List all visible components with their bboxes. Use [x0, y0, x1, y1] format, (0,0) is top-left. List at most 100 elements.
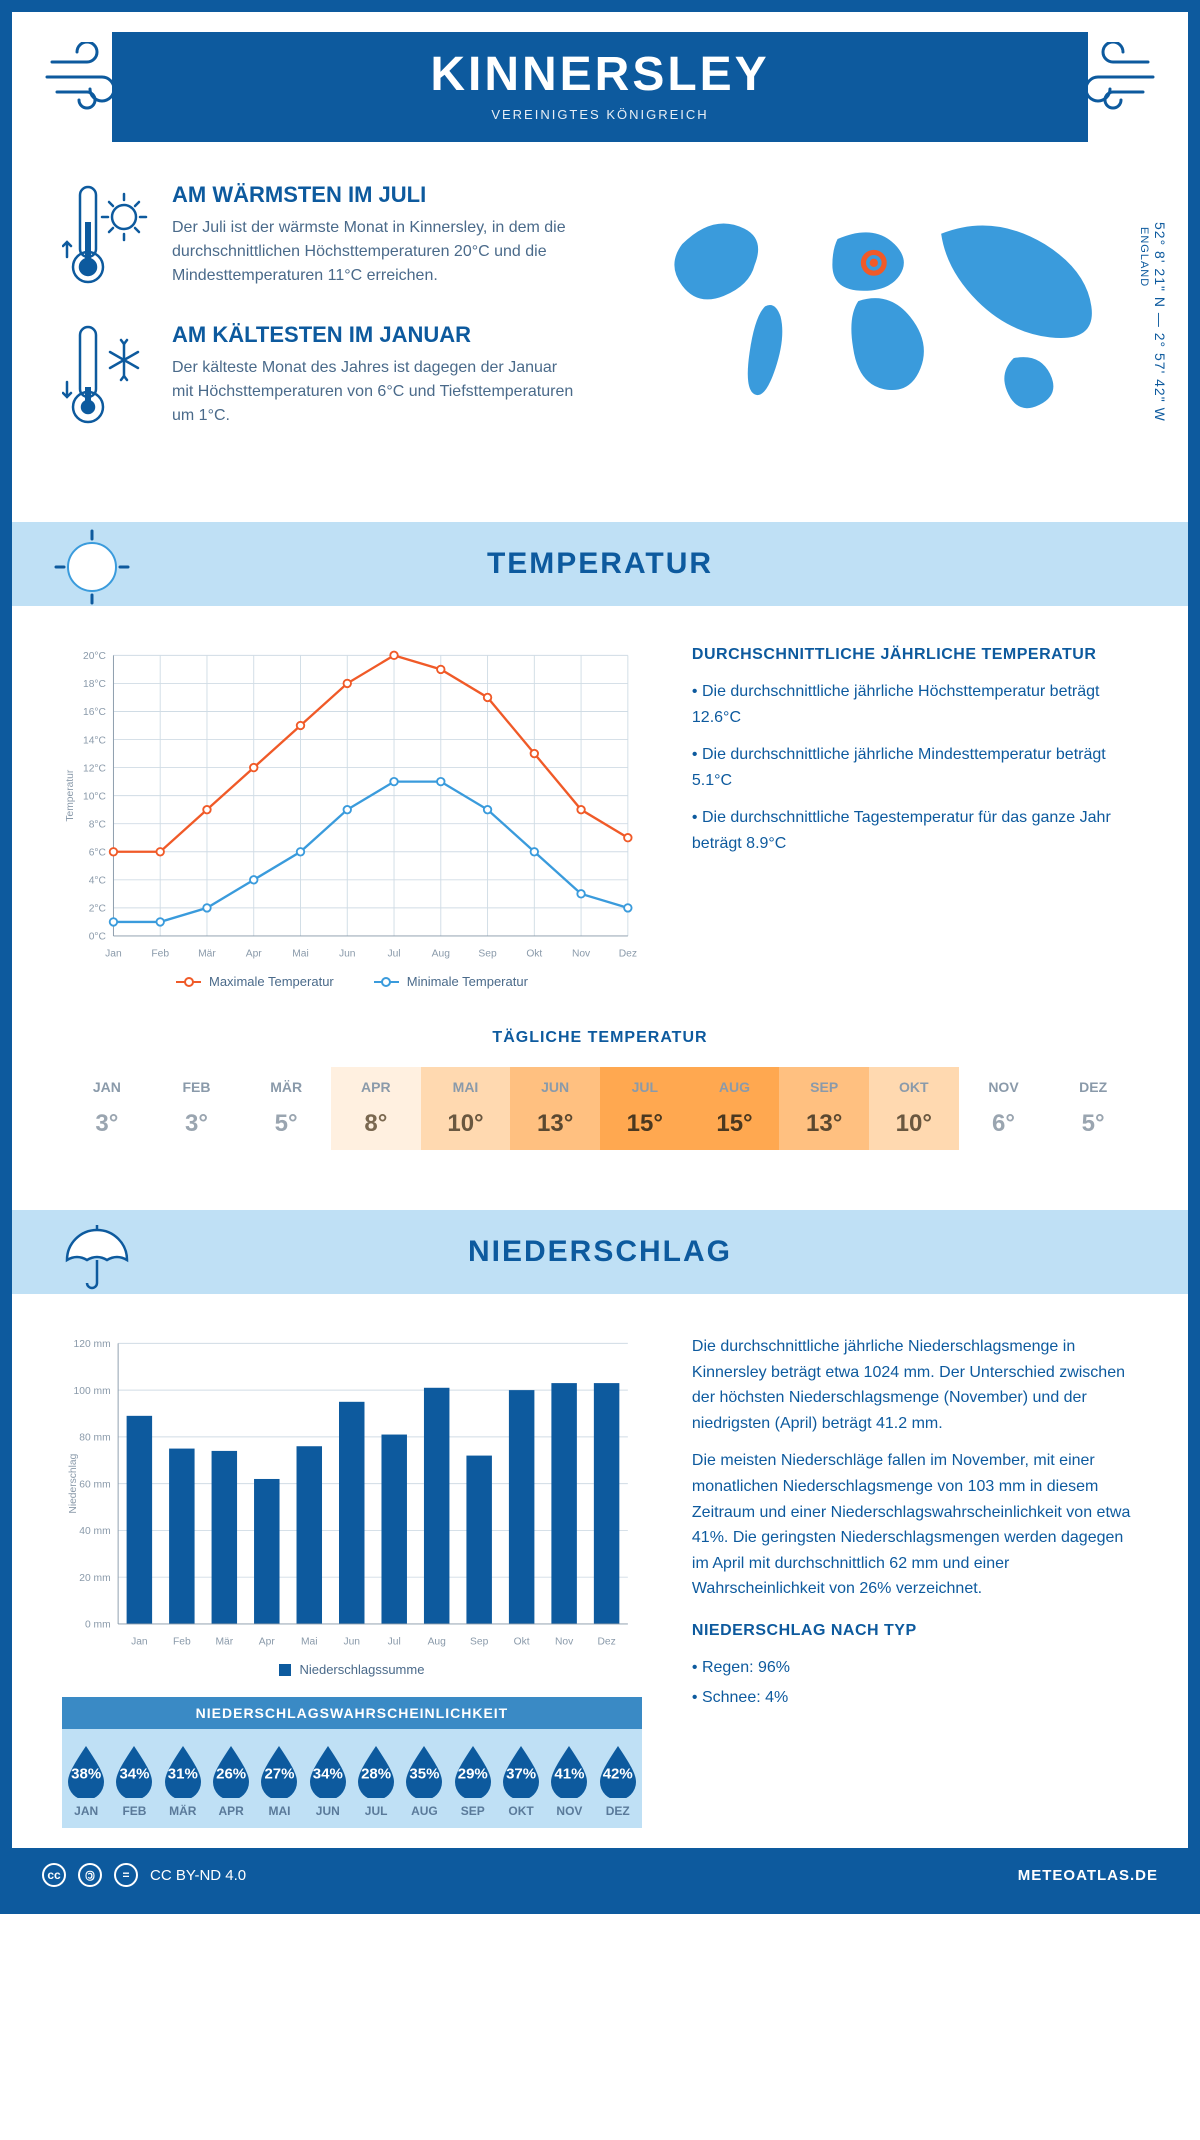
temp-cell: FEB3°: [152, 1067, 242, 1150]
infographic-frame: KINNERSLEY VEREINIGTES KÖNIGREICH AM WÄR…: [0, 0, 1200, 1914]
temp-cell: JUL15°: [600, 1067, 690, 1150]
svg-text:20°C: 20°C: [83, 651, 107, 662]
temp-chart: 0°C2°C4°C6°C8°C10°C12°C14°C16°C18°C20°CJ…: [62, 646, 642, 989]
precip-chart-row: 0 mm20 mm40 mm60 mm80 mm100 mm120 mmJanF…: [12, 1314, 1188, 1848]
svg-text:20 mm: 20 mm: [79, 1573, 110, 1584]
drop-cell: 34%FEB: [110, 1744, 158, 1818]
temp-chart-row: 0°C2°C4°C6°C8°C10°C12°C14°C16°C18°C20°CJ…: [12, 626, 1188, 1009]
coldest-title: AM KÄLTESTEN IM JANUAR: [172, 322, 580, 348]
footer-site: METEOATLAS.DE: [1018, 1867, 1158, 1884]
nd-icon: =: [114, 1863, 138, 1887]
temp-cell: DEZ5°: [1048, 1067, 1138, 1150]
svg-text:Apr: Apr: [246, 949, 263, 960]
svg-text:Sep: Sep: [478, 949, 497, 960]
precip-type-bullet: • Regen: 96%: [692, 1655, 1138, 1681]
temp-cell: SEP13°: [779, 1067, 869, 1150]
coldest-text: AM KÄLTESTEN IM JANUAR Der kälteste Mona…: [172, 322, 580, 432]
precip-type-bullet: • Schnee: 4%: [692, 1685, 1138, 1711]
umbrella-icon: [52, 1215, 132, 1295]
svg-text:Sep: Sep: [470, 1637, 489, 1648]
svg-text:Nov: Nov: [555, 1637, 574, 1648]
drop-cell: 34%JUN: [304, 1744, 352, 1818]
temp-side-title: DURCHSCHNITTLICHE JÄHRLICHE TEMPERATUR: [692, 646, 1138, 664]
legend-min: .legend-line[style*='3a9bdc']::after{bor…: [374, 974, 528, 989]
thermometer-sun-icon: [62, 182, 152, 292]
svg-text:Mär: Mär: [215, 1637, 233, 1648]
svg-text:0°C: 0°C: [89, 932, 107, 943]
drop-cell: 42%DEZ: [594, 1744, 642, 1818]
coordinates: 52° 8' 21" N — 2° 57' 42" W ENGLAND: [1136, 222, 1168, 472]
svg-text:Feb: Feb: [173, 1637, 191, 1648]
svg-text:Mai: Mai: [292, 949, 309, 960]
svg-text:18°C: 18°C: [83, 679, 107, 690]
drop-cell: 35%AUG: [400, 1744, 448, 1818]
svg-text:60 mm: 60 mm: [79, 1479, 110, 1490]
coords-value: 52° 8' 21" N — 2° 57' 42" W: [1152, 222, 1168, 422]
drop-cell: 31%MÄR: [159, 1744, 207, 1818]
drop-cell: 27%MAI: [255, 1744, 303, 1818]
temp-bullet: • Die durchschnittliche Tagestemperatur …: [692, 805, 1138, 856]
svg-text:14°C: 14°C: [83, 735, 107, 746]
legend-precip: Niederschlagssumme: [279, 1662, 424, 1677]
svg-text:Aug: Aug: [432, 949, 451, 960]
temp-section-header: TEMPERATUR: [12, 522, 1188, 606]
svg-text:Mai: Mai: [301, 1637, 318, 1648]
svg-text:Mär: Mär: [198, 949, 216, 960]
page-subtitle: VEREINIGTES KÖNIGREICH: [112, 107, 1088, 122]
drop-cell: 41%NOV: [545, 1744, 593, 1818]
svg-text:Aug: Aug: [428, 1637, 447, 1648]
map-col: 52° 8' 21" N — 2° 57' 42" W ENGLAND: [620, 182, 1138, 472]
temp-cell: OKT10°: [869, 1067, 959, 1150]
svg-text:2°C: 2°C: [89, 904, 107, 915]
drop-cell: 37%OKT: [497, 1744, 545, 1818]
drop-cell: 28%JUL: [352, 1744, 400, 1818]
svg-text:40 mm: 40 mm: [79, 1526, 110, 1537]
svg-text:8°C: 8°C: [89, 820, 107, 831]
temp-legend: .legend-line[style*='f05a28']::after{bor…: [62, 974, 642, 989]
footer-license: cc 🄯 = CC BY-ND 4.0: [42, 1863, 246, 1887]
drop-cell: 38%JAN: [62, 1744, 110, 1818]
coldest-desc: Der kälteste Monat des Jahres ist dagege…: [172, 356, 580, 428]
coldest-block: AM KÄLTESTEN IM JANUAR Der kälteste Mona…: [62, 322, 580, 432]
warmest-title: AM WÄRMSTEN IM JULI: [172, 182, 580, 208]
drop-row: 38%JAN34%FEB31%MÄR26%APR27%MAI34%JUN28%J…: [62, 1729, 642, 1828]
temp-cell: MAI10°: [421, 1067, 511, 1150]
temp-heading: TEMPERATUR: [12, 547, 1188, 581]
temp-cell: JAN3°: [62, 1067, 152, 1150]
precip-para: Die meisten Niederschläge fallen im Nove…: [692, 1448, 1138, 1602]
warmest-text: AM WÄRMSTEN IM JULI Der Juli ist der wär…: [172, 182, 580, 292]
precip-section-header: NIEDERSCHLAG: [12, 1210, 1188, 1294]
world-map-icon: [620, 182, 1138, 472]
svg-text:Okt: Okt: [526, 949, 542, 960]
info-col: AM WÄRMSTEN IM JULI Der Juli ist der wär…: [62, 182, 580, 472]
svg-text:Jun: Jun: [339, 949, 356, 960]
page-title: KINNERSLEY: [112, 47, 1088, 102]
daily-temp: TÄGLICHE TEMPERATUR JAN3°FEB3°MÄR5°APR8°…: [12, 1009, 1188, 1190]
legend-max: .legend-line[style*='f05a28']::after{bor…: [176, 974, 334, 989]
svg-text:Jan: Jan: [131, 1637, 148, 1648]
temp-cell: JUN13°: [510, 1067, 600, 1150]
title-ribbon: KINNERSLEY VEREINIGTES KÖNIGREICH: [112, 32, 1088, 142]
svg-text:Nov: Nov: [572, 949, 591, 960]
svg-text:Dez: Dez: [597, 1637, 615, 1648]
temp-bullet: • Die durchschnittliche jährliche Mindes…: [692, 742, 1138, 793]
precip-para: Die durchschnittliche jährliche Niedersc…: [692, 1334, 1138, 1436]
daily-temp-grid: JAN3°FEB3°MÄR5°APR8°MAI10°JUN13°JUL15°AU…: [62, 1067, 1138, 1150]
svg-text:4°C: 4°C: [89, 876, 107, 887]
precip-heading: NIEDERSCHLAG: [12, 1235, 1188, 1269]
thermometer-snow-icon: [62, 322, 152, 432]
precip-probability: NIEDERSCHLAGSWAHRSCHEINLICHKEIT 38%JAN34…: [62, 1697, 642, 1828]
svg-text:80 mm: 80 mm: [79, 1433, 110, 1444]
svg-text:Temperatur: Temperatur: [65, 769, 76, 821]
drop-cell: 26%APR: [207, 1744, 255, 1818]
svg-text:Okt: Okt: [514, 1637, 530, 1648]
svg-text:0 mm: 0 mm: [85, 1620, 111, 1631]
drop-cell: 29%SEP: [449, 1744, 497, 1818]
precip-prob-title: NIEDERSCHLAGSWAHRSCHEINLICHKEIT: [62, 1697, 642, 1729]
footer: cc 🄯 = CC BY-ND 4.0 METEOATLAS.DE: [12, 1848, 1188, 1902]
svg-text:Apr: Apr: [259, 1637, 276, 1648]
temp-cell: NOV6°: [959, 1067, 1049, 1150]
svg-text:Jul: Jul: [388, 1637, 401, 1648]
svg-text:Jul: Jul: [387, 949, 400, 960]
temp-bullet: • Die durchschnittliche jährliche Höchst…: [692, 679, 1138, 730]
